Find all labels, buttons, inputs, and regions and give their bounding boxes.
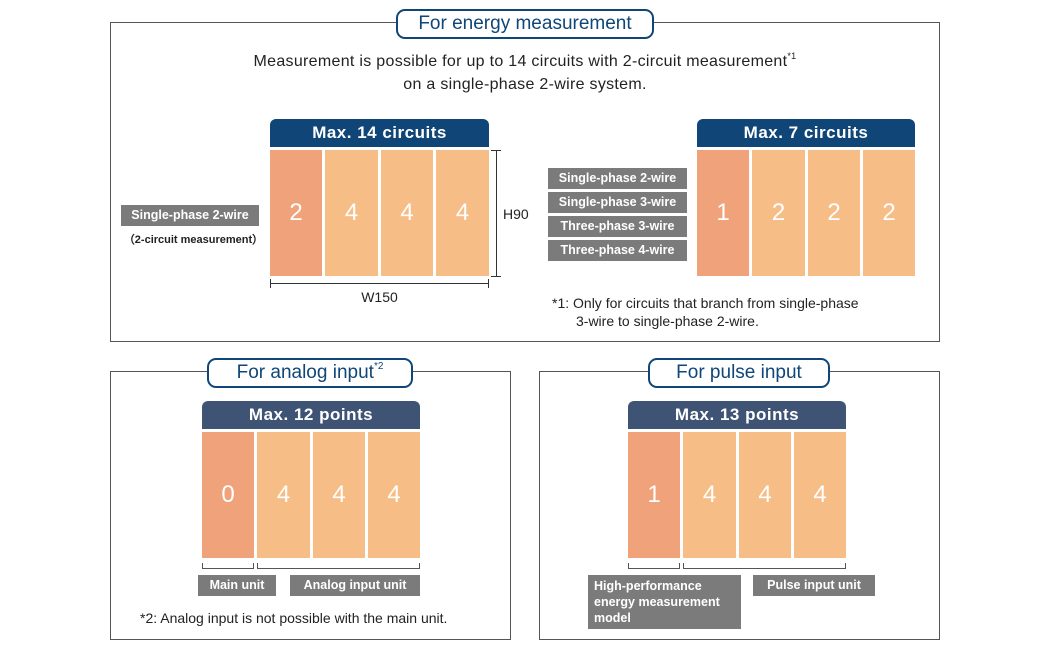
analog-unit-bracket	[257, 563, 420, 569]
energy-left-caption: Max. 14 circuits	[270, 119, 489, 147]
energy-right-phase-tag-4: Three-phase 4-wire	[548, 240, 687, 261]
height-dimension-label: H90	[503, 206, 529, 222]
analog-cell-ext-3: 4	[368, 432, 420, 558]
width-dimension-tick-right	[488, 279, 489, 288]
pulse-cell-ext-2: 4	[739, 432, 791, 558]
analog-input-title-footnote-ref: *2	[373, 361, 384, 372]
width-dimension-tick-left	[270, 279, 271, 288]
energy-right-phase-tag-3: Three-phase 3-wire	[548, 216, 687, 237]
pulse-cell-main: 1	[628, 432, 680, 558]
analog-caption: Max. 12 points	[202, 401, 420, 429]
pulse-main-unit-tag: High-performance energy measurement mode…	[588, 575, 741, 629]
pulse-main-unit-line2: energy measurement	[594, 595, 720, 609]
analog-input-title-text: For analog input	[236, 362, 374, 383]
energy-intro-line2: on a single-phase 2-wire system.	[403, 76, 647, 93]
analog-input-title: For analog input*2	[207, 358, 413, 388]
pulse-input-title: For pulse input	[648, 358, 830, 388]
energy-footnote: *1: Only for circuits that branch from s…	[552, 294, 859, 330]
pulse-main-bracket	[628, 563, 680, 569]
energy-left-cell-ext-2: 4	[381, 150, 433, 276]
energy-right-cell-main: 1	[697, 150, 749, 276]
energy-intro-line1: Measurement is possible for up to 14 cir…	[253, 53, 788, 70]
analog-cell-ext-1: 4	[257, 432, 310, 558]
pulse-unit-bracket	[683, 563, 846, 569]
energy-intro-footnote-ref: *1	[787, 51, 797, 61]
energy-intro: Measurement is possible for up to 14 cir…	[110, 50, 940, 96]
energy-right-cell-ext-1: 2	[752, 150, 805, 276]
energy-right-phase-tag-2: Single-phase 3-wire	[548, 192, 687, 213]
energy-right-phase-tag-1: Single-phase 2-wire	[548, 168, 687, 189]
width-dimension-line	[270, 283, 489, 284]
analog-cell-ext-2: 4	[313, 432, 365, 558]
analog-main-unit-tag: Main unit	[198, 575, 276, 596]
height-dimension-tick-top	[491, 150, 501, 151]
energy-right-cell-ext-3: 2	[863, 150, 915, 276]
energy-left-cell-ext-3: 4	[436, 150, 489, 276]
height-dimension-line	[496, 150, 497, 276]
energy-left-cell-main: 2	[270, 150, 322, 276]
energy-left-sublabel: （2-circuit measurement）	[123, 234, 264, 246]
energy-left-phase-tag: Single-phase 2-wire	[121, 205, 259, 226]
analog-unit-tag: Analog input unit	[290, 575, 420, 596]
pulse-cell-ext-3: 4	[794, 432, 846, 558]
height-dimension-tick-bottom	[491, 276, 501, 277]
width-dimension-label: W150	[361, 289, 398, 305]
pulse-main-unit-line3: model	[594, 611, 631, 625]
energy-footnote-line2: 3-wire to single-phase 2-wire.	[576, 313, 759, 329]
energy-measurement-title: For energy measurement	[396, 9, 654, 39]
pulse-main-unit-line1: High-performance	[594, 579, 702, 593]
pulse-caption: Max. 13 points	[628, 401, 846, 429]
energy-footnote-line1: *1: Only for circuits that branch from s…	[552, 295, 859, 311]
energy-right-caption: Max. 7 circuits	[697, 119, 915, 147]
pulse-unit-tag: Pulse input unit	[753, 575, 875, 596]
analog-cell-main: 0	[202, 432, 254, 558]
pulse-cell-ext-1: 4	[683, 432, 736, 558]
analog-main-bracket	[202, 563, 254, 569]
energy-right-cell-ext-2: 2	[808, 150, 860, 276]
analog-footnote: *2: Analog input is not possible with th…	[140, 610, 448, 626]
energy-left-cell-ext-1: 4	[325, 150, 378, 276]
